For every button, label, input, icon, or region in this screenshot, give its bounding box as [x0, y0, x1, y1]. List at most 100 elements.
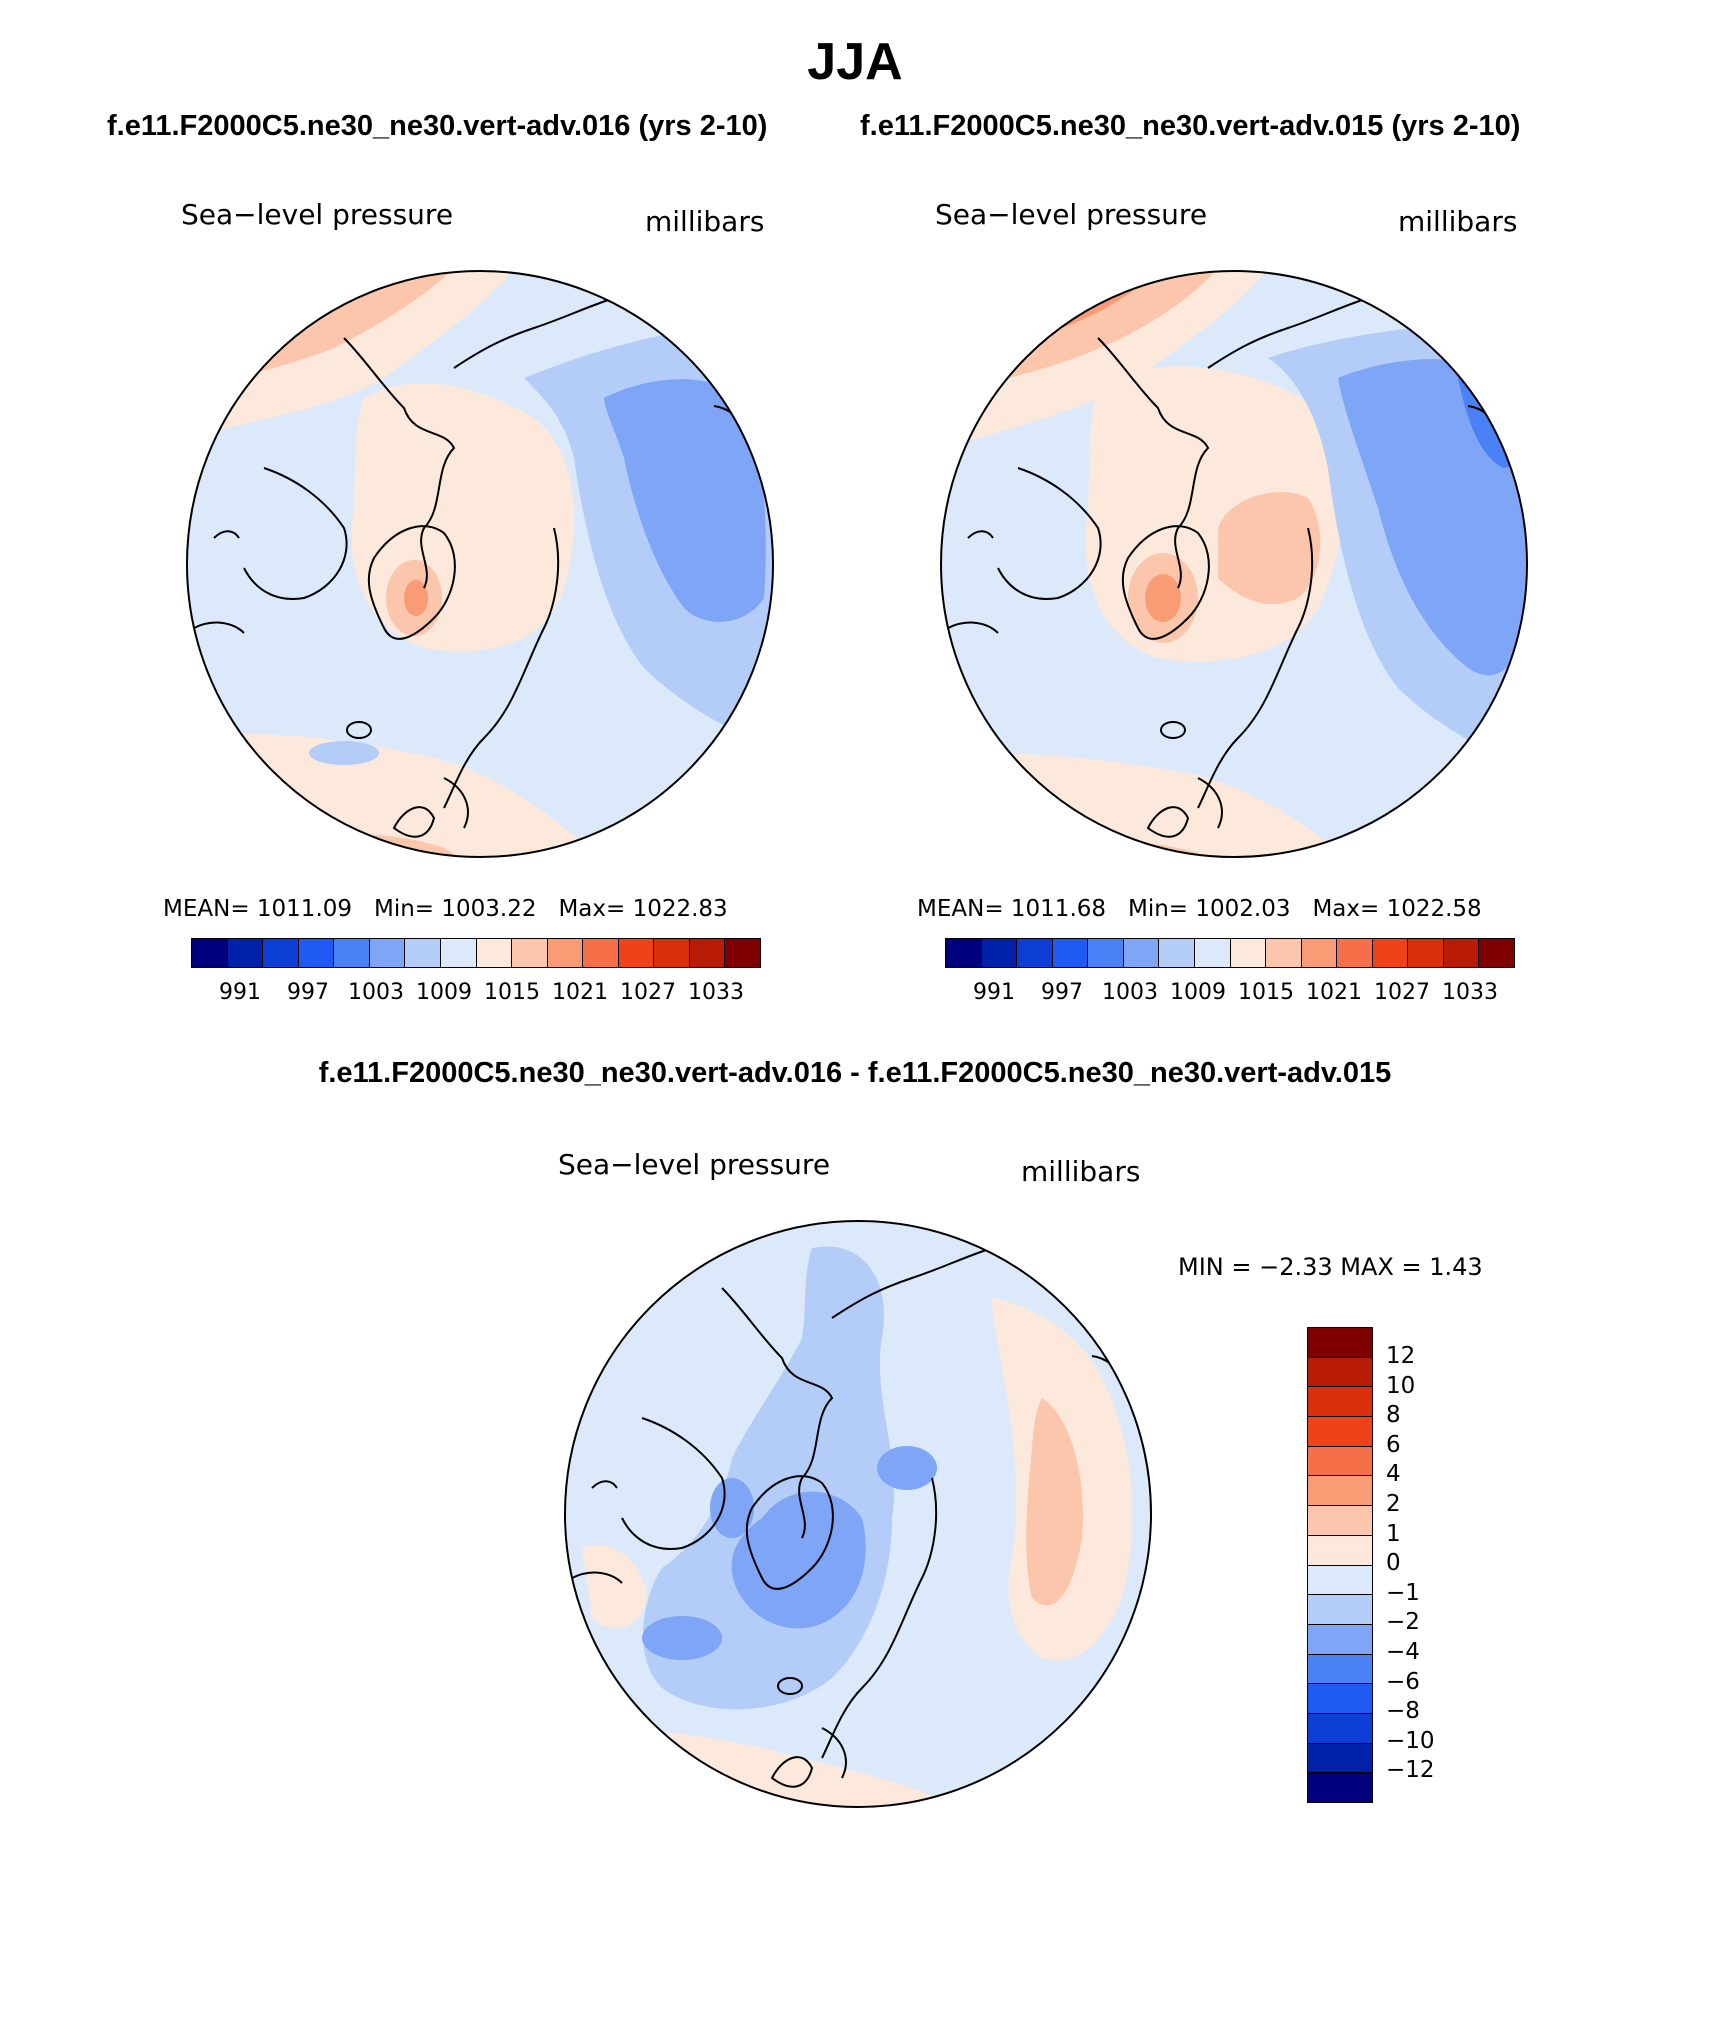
colorbar-swatch	[1308, 1684, 1372, 1714]
colorbar-swatch	[1308, 1773, 1372, 1802]
colorbar-swatch	[1308, 1417, 1372, 1447]
diff-min-max: MIN = −2.33 MAX = 1.43	[1178, 1253, 1483, 1281]
left-colorbar	[191, 938, 761, 968]
right-max-label: Max=	[1312, 896, 1380, 922]
diff-coastlines	[571, 1247, 1123, 1788]
colorbar-tick-label: 12	[1386, 1343, 1416, 1369]
colorbar-tick-label: 1009	[416, 980, 472, 1005]
colorbar-swatch	[1266, 939, 1302, 967]
colorbar-swatch	[1308, 1476, 1372, 1507]
left-low-core	[604, 379, 766, 622]
colorbar-swatch	[263, 939, 299, 967]
left-case-title: f.e11.F2000C5.ne30_ne30.vert-adv.016 (yr…	[107, 110, 768, 142]
colorbar-swatch	[1337, 939, 1373, 967]
colorbar-swatch	[689, 939, 726, 967]
colorbar-swatch	[654, 939, 690, 967]
right-coastlines	[947, 297, 1499, 838]
left-mean-label: MEAN=	[163, 896, 250, 922]
right-stats: MEAN= 1011.68 Min= 1002.03 Max= 1022.58	[917, 896, 1482, 922]
colorbar-swatch	[1479, 939, 1514, 967]
colorbar-swatch	[1308, 1328, 1372, 1358]
colorbar-swatch	[1123, 939, 1160, 967]
colorbar-tick-label: −12	[1386, 1757, 1435, 1784]
left-mean-value: 1011.09	[256, 896, 353, 922]
right-polar-map	[940, 270, 1528, 858]
right-min-value: 1002.03	[1195, 896, 1291, 922]
colorbar-tick-label: 2	[1386, 1490, 1401, 1517]
right-colorbar-ticks: 991 997 1003 1009 1015 1021 1027 1033	[960, 980, 1504, 1005]
diff-colorbar-ticks: 12 10 8 6 4 2 1 0 −1 −2 −4 −6 −8 −10 −12	[1386, 1342, 1435, 1786]
diff-map-boundary	[564, 1220, 1152, 1808]
diff-case-title: f.e11.F2000C5.ne30_ne30.vert-adv.016 - f…	[318, 1057, 1392, 1089]
colorbar-tick-label: 0	[1386, 1550, 1401, 1577]
colorbar-swatch	[725, 939, 760, 967]
left-max-value: 1022.83	[632, 896, 728, 922]
colorbar-swatch	[227, 939, 264, 967]
colorbar-tick-label: 997	[1041, 980, 1083, 1005]
diff-polar-map	[564, 1220, 1152, 1808]
colorbar-swatch	[476, 939, 513, 967]
colorbar-swatch	[1308, 1535, 1372, 1566]
colorbar-tick-label: 1015	[1238, 980, 1294, 1005]
colorbar-tick-label: 997	[287, 980, 329, 1005]
colorbar-swatch	[1301, 939, 1338, 967]
colorbar-tick-label: 1033	[688, 980, 744, 1005]
right-mean-value: 1011.68	[1010, 896, 1107, 922]
main-title: JJA	[807, 33, 903, 91]
colorbar-tick-label: 1003	[1102, 980, 1158, 1005]
right-units-label: millibars	[1398, 205, 1518, 238]
colorbar-swatch	[1308, 1743, 1372, 1774]
colorbar-tick-label: −1	[1386, 1579, 1420, 1606]
colorbar-tick-label: −4	[1386, 1638, 1420, 1665]
colorbar-swatch	[1308, 1565, 1372, 1596]
right-colorbar	[945, 938, 1515, 968]
colorbar-tick-label: 1027	[1374, 980, 1430, 1005]
colorbar-swatch	[298, 939, 335, 967]
colorbar-swatch	[547, 939, 584, 967]
right-mean-label: MEAN=	[917, 896, 1004, 922]
left-min-label: Min=	[373, 896, 435, 922]
colorbar-tick-label: 991	[973, 980, 1015, 1005]
colorbar-swatch	[1308, 1595, 1372, 1625]
colorbar-swatch	[440, 939, 477, 967]
colorbar-swatch	[1308, 1357, 1372, 1388]
right-max-value: 1022.58	[1386, 896, 1482, 922]
colorbar-swatch	[1372, 939, 1409, 967]
left-units-label: millibars	[645, 205, 765, 238]
colorbar-tick-label: 1009	[1170, 980, 1226, 1005]
colorbar-tick-label: 1033	[1442, 980, 1498, 1005]
colorbar-swatch	[1308, 1387, 1372, 1418]
left-min-value: 1003.22	[441, 896, 537, 922]
right-case-title: f.e11.F2000C5.ne30_ne30.vert-adv.015 (yr…	[860, 110, 1521, 142]
colorbar-swatch	[1308, 1446, 1372, 1477]
diff-field-label: Sea−level pressure	[558, 1148, 831, 1181]
colorbar-tick-label: 1021	[552, 980, 608, 1005]
colorbar-tick-label: 991	[219, 980, 261, 1005]
colorbar-swatch	[583, 939, 619, 967]
colorbar-swatch	[1088, 939, 1124, 967]
left-max-label: Max=	[558, 896, 626, 922]
colorbar-tick-label: −2	[1386, 1609, 1420, 1636]
colorbar-tick-label: 6	[1386, 1431, 1401, 1458]
diff-units-label: millibars	[1021, 1155, 1141, 1188]
right-map-boundary	[940, 270, 1528, 858]
colorbar-swatch	[618, 939, 655, 967]
left-map-boundary	[186, 270, 774, 858]
colorbar-tick-label: 8	[1386, 1402, 1401, 1429]
colorbar-tick-label: 1	[1386, 1520, 1401, 1547]
colorbar-swatch	[1052, 939, 1089, 967]
colorbar-swatch	[1308, 1624, 1372, 1655]
colorbar-swatch	[946, 939, 982, 967]
colorbar-tick-label: 4	[1386, 1461, 1401, 1488]
colorbar-tick-label: 1003	[348, 980, 404, 1005]
colorbar-tick-label: −8	[1386, 1698, 1420, 1725]
left-polar-map	[186, 270, 774, 858]
colorbar-swatch	[1230, 939, 1267, 967]
colorbar-swatch	[1017, 939, 1053, 967]
colorbar-swatch	[334, 939, 370, 967]
right-field-label: Sea−level pressure	[935, 198, 1208, 231]
colorbar-swatch	[369, 939, 406, 967]
colorbar-swatch	[1159, 939, 1195, 967]
diff-colorbar	[1307, 1327, 1373, 1803]
left-stats: MEAN= 1011.09 Min= 1003.22 Max= 1022.83	[163, 896, 728, 922]
